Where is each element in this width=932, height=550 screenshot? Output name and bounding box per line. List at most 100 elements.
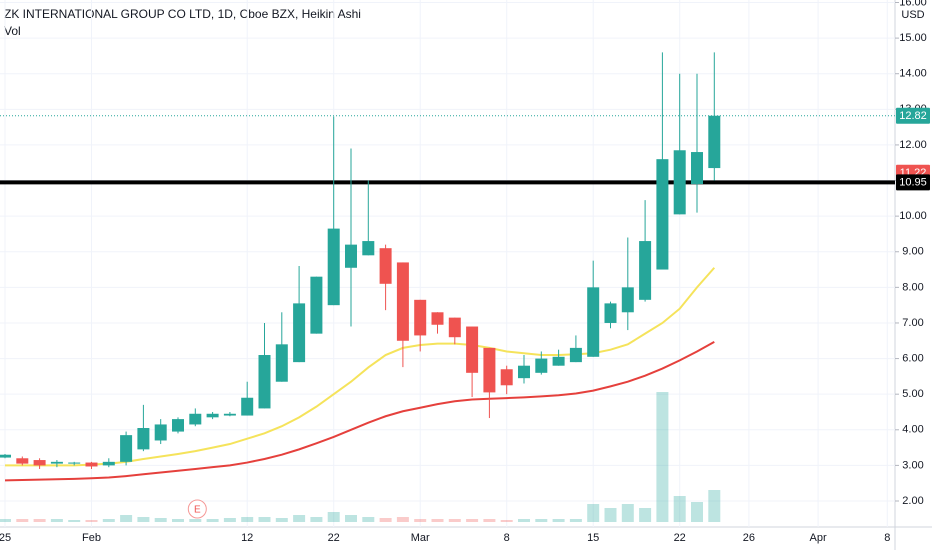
y-tick-label: 6.00 (902, 352, 923, 364)
volume-label: Vol (4, 24, 21, 38)
volume-bar (33, 519, 46, 522)
candle-body (552, 356, 565, 366)
candle-body (241, 397, 254, 416)
volume-bar (68, 520, 81, 522)
candle-body (500, 369, 513, 386)
x-tick-label: 25 (0, 532, 11, 544)
y-tick-label: 5.00 (902, 388, 923, 400)
candle-body (33, 460, 46, 466)
candle-body (223, 413, 236, 416)
candle-body (275, 344, 288, 382)
x-tick-label: 22 (674, 532, 686, 544)
volume-bar (275, 518, 288, 522)
y-tick-label: 12.00 (899, 139, 927, 151)
volume-bar (120, 515, 133, 522)
volume-bar (518, 519, 530, 522)
volume-bar (604, 508, 617, 522)
x-tick-label: 8 (884, 532, 890, 544)
candle-body (362, 241, 375, 256)
candle-body (293, 303, 306, 363)
candle-body (379, 248, 392, 284)
volume-bar (483, 519, 496, 522)
volume-bar (673, 496, 686, 522)
candle-body (310, 276, 323, 334)
y-tick-label: 8.00 (902, 281, 923, 293)
volume-bar (552, 519, 565, 522)
volume-bar (154, 518, 167, 522)
candle-body (708, 115, 721, 169)
volume-bar (708, 490, 721, 522)
x-tick-label: Apr (810, 532, 827, 544)
y-tick-label: 9.00 (902, 246, 923, 258)
volume-bar (414, 519, 427, 522)
volume-bar (569, 519, 582, 522)
candle-body (154, 424, 167, 441)
candle-body (16, 458, 29, 464)
candle-body (102, 461, 115, 466)
candle-body (604, 303, 617, 323)
volume-bar (50, 519, 63, 522)
volume-bar (656, 392, 669, 522)
volume-bar (16, 519, 29, 522)
chart-title: ZK INTERNATIONAL GROUP CO LTD, 1D, Cboe … (4, 7, 361, 21)
candle-body (569, 347, 582, 363)
volume-bar (327, 512, 340, 522)
volume-bar (0, 519, 11, 522)
candle-body (466, 326, 479, 373)
y-tick-label: 15.00 (899, 32, 927, 44)
candle-body (345, 244, 357, 268)
candle-body (258, 355, 271, 409)
currency-label: USD (901, 9, 924, 21)
volume-bar (310, 517, 323, 522)
moving-average-line (4, 340, 715, 482)
volume-bar (500, 520, 513, 522)
volume-bar (345, 515, 357, 522)
price-badge-label: 10.95 (899, 177, 927, 189)
candle-body (85, 462, 98, 467)
volume-bar (85, 520, 98, 522)
y-tick-label: 7.00 (902, 317, 923, 329)
y-tick-label: 3.00 (902, 459, 923, 471)
volume-bar (535, 519, 548, 522)
volume-bar (448, 519, 461, 522)
candle-body (535, 358, 548, 373)
y-tick-label: 2.00 (902, 495, 923, 507)
x-tick-label: Feb (82, 532, 101, 544)
volume-bar (379, 518, 392, 522)
volume-bar (639, 508, 652, 522)
candle-body (656, 159, 669, 270)
volume-bar (362, 517, 375, 522)
candle-body (206, 413, 219, 418)
x-tick-label: 8 (504, 532, 510, 544)
event-marker (187, 499, 207, 519)
event-label: E (194, 505, 201, 516)
x-tick-label: Mar (411, 532, 430, 544)
x-tick-label: 22 (328, 532, 340, 544)
volume-bar (691, 502, 703, 522)
candle-body (621, 287, 634, 313)
price-badge (896, 107, 930, 124)
volume-bar (223, 518, 236, 522)
x-tick-label: 12 (241, 532, 253, 544)
volume-bar (258, 517, 271, 522)
candle-body (587, 287, 600, 357)
candle-body (396, 262, 409, 341)
x-tick-label: 26 (743, 532, 755, 544)
price-badge-label: 12.82 (899, 110, 927, 122)
candle-body (120, 435, 133, 462)
volume-bar (189, 519, 202, 522)
volume-bar (206, 519, 219, 522)
volume-bar (293, 515, 306, 522)
candle-body (50, 461, 63, 464)
candle-body (673, 150, 686, 215)
y-tick-label: 14.00 (899, 68, 927, 80)
candle-body (189, 413, 202, 425)
y-tick-label: 16.00 (899, 0, 927, 8)
candle-body (639, 241, 652, 300)
candle-body (414, 299, 427, 336)
volume-bar (102, 519, 115, 522)
candle-body (172, 419, 184, 432)
volume-bar (396, 517, 409, 522)
